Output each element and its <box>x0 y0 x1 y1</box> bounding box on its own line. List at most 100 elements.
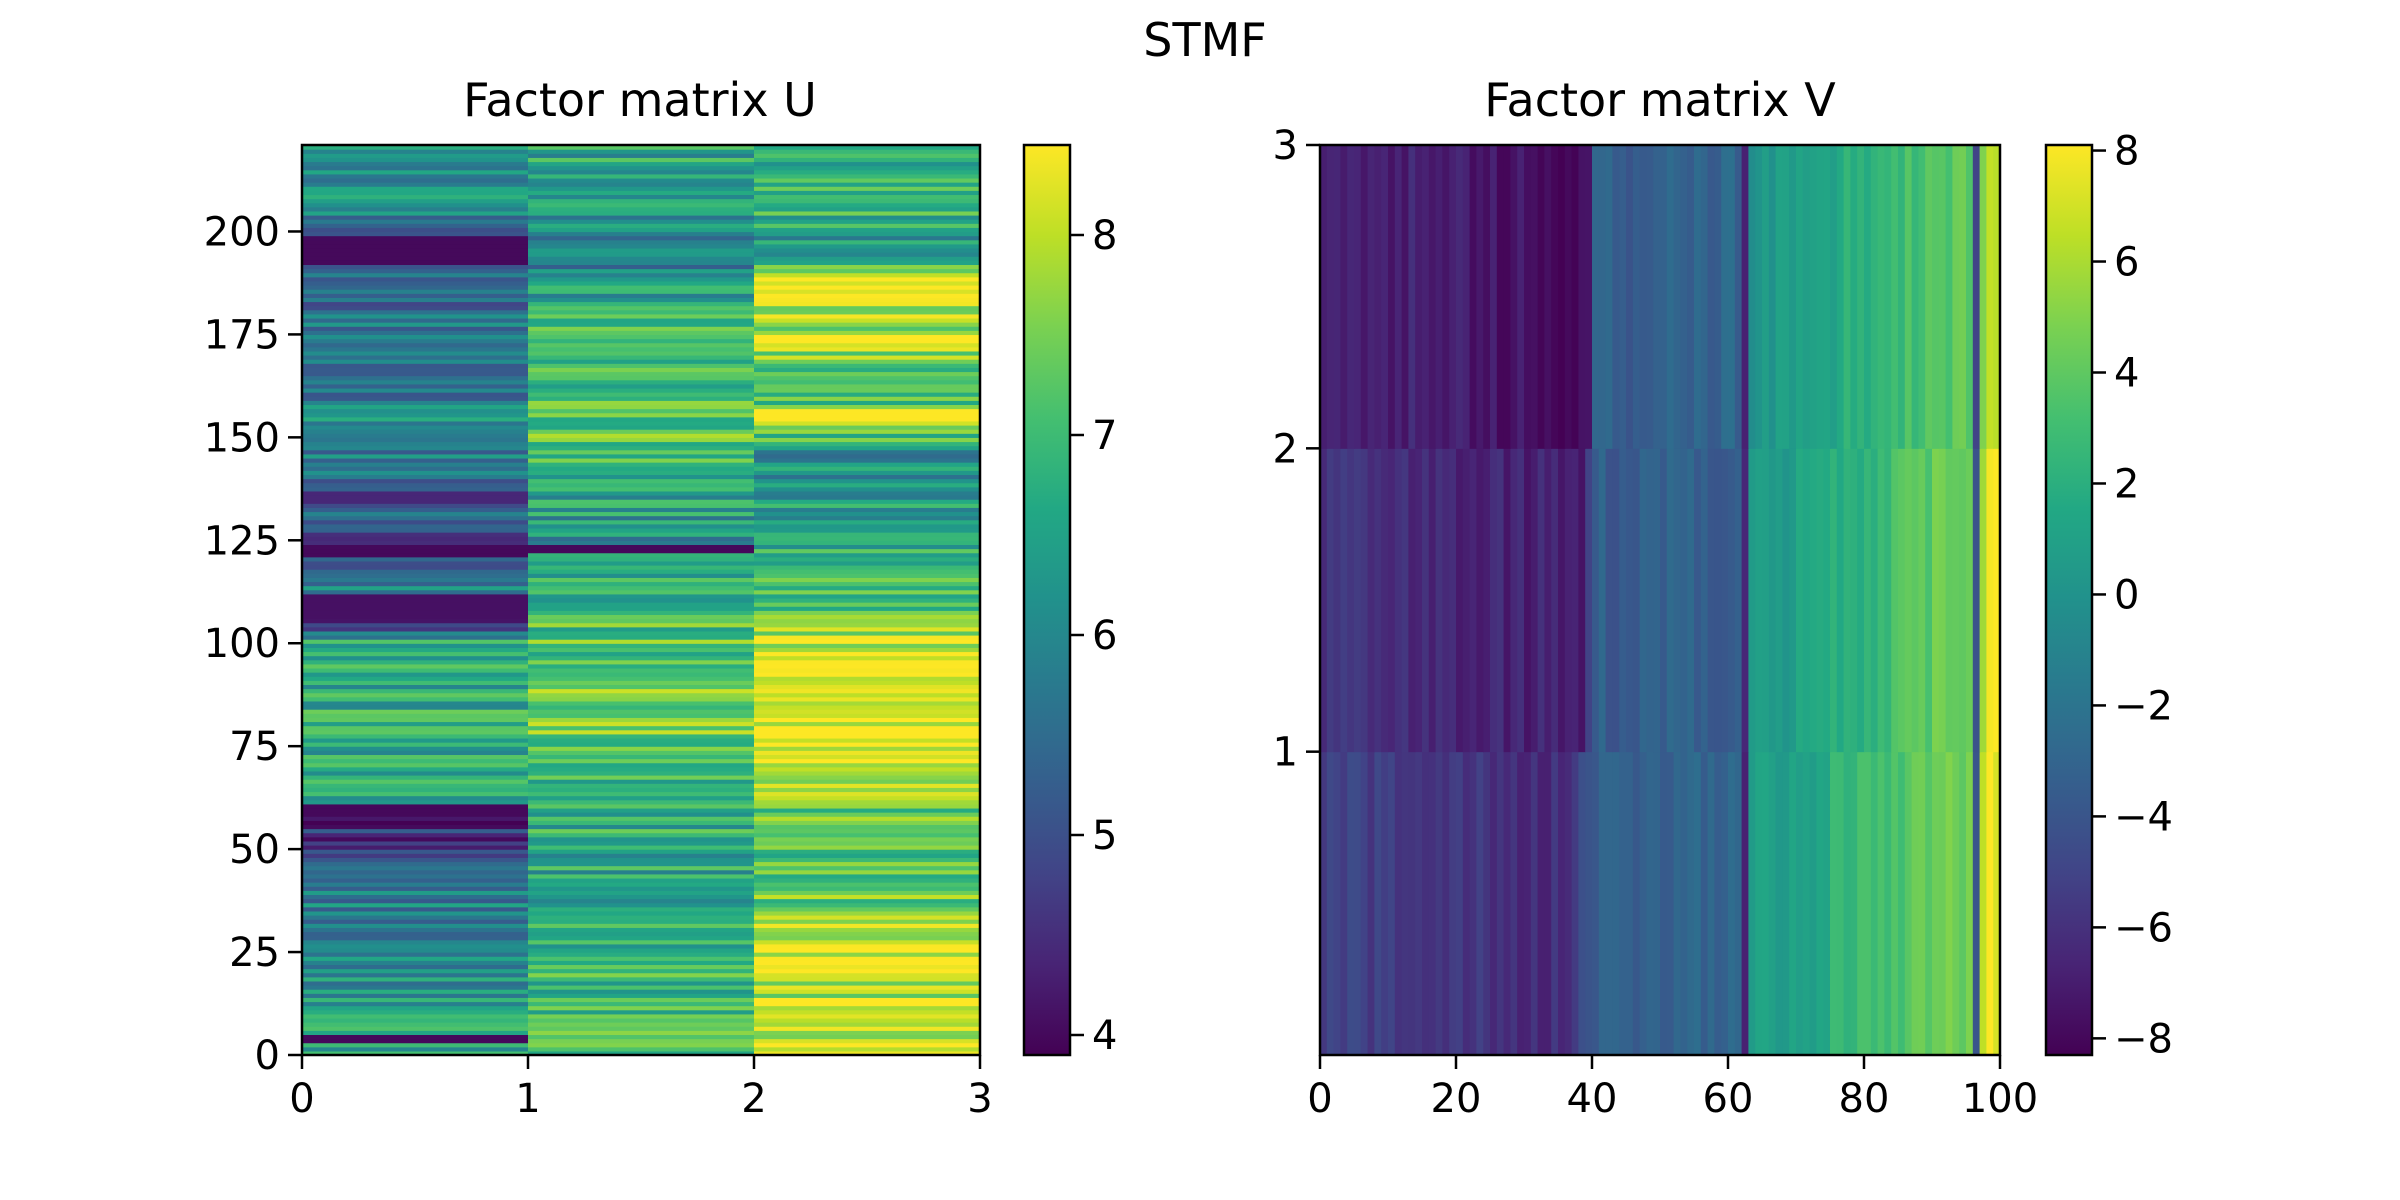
u-cell <box>754 816 981 821</box>
u-cell <box>528 330 755 336</box>
u-cell <box>754 392 981 397</box>
u-cell <box>302 223 529 228</box>
u-cell <box>302 803 529 809</box>
u-cell <box>302 247 529 253</box>
u-cell <box>302 622 529 628</box>
u-cell <box>754 709 981 714</box>
v-cell <box>1707 751 1715 1056</box>
u-cell <box>302 474 529 480</box>
u-cell <box>302 985 529 990</box>
u-cell <box>754 696 981 702</box>
u-cell <box>528 404 755 410</box>
v-cell <box>1490 448 1498 753</box>
v-cell <box>1326 145 1335 449</box>
v-cell <box>1857 751 1865 1056</box>
u-cell <box>754 165 981 171</box>
u-cell <box>302 573 529 578</box>
u-cell <box>302 400 529 406</box>
u-cell <box>754 639 981 644</box>
u-cell <box>754 359 981 364</box>
u-cell <box>302 161 529 167</box>
u-cell <box>754 206 981 212</box>
u-cell <box>528 272 755 278</box>
u-cell <box>302 931 529 937</box>
v-cell <box>1394 751 1403 1056</box>
u-cell <box>528 684 755 690</box>
v-cell <box>1932 751 1940 1056</box>
u-cell <box>754 552 981 558</box>
u-cell <box>528 886 755 891</box>
u-cell <box>528 1030 755 1036</box>
u-cell <box>528 807 755 813</box>
u-cell <box>754 289 981 294</box>
factor-matrix-u-frame <box>300 143 982 1057</box>
v-cell <box>1558 145 1566 449</box>
u-cell <box>302 383 529 389</box>
u-cell <box>754 993 981 998</box>
u-cell <box>528 758 755 764</box>
u-cell <box>528 869 755 875</box>
u-cell <box>528 519 755 525</box>
v-cell <box>1850 751 1858 1056</box>
u-cell <box>754 742 981 747</box>
u-cell <box>754 972 981 978</box>
u-cell <box>302 717 529 723</box>
factor-matrix-v-panel: Factor matrix V 0 20 40 60 80 100 123 −8−6−4−… <box>1273 73 2173 1122</box>
v-cell <box>1796 448 1804 753</box>
v-cell <box>1340 448 1348 753</box>
u-cell <box>302 947 529 953</box>
v-cell <box>1694 448 1702 753</box>
u-cell <box>528 915 755 920</box>
v-cell <box>1401 751 1409 1056</box>
v-cell <box>1626 448 1634 753</box>
u-y-tick-label: 50 <box>229 827 280 873</box>
v-cell <box>1891 751 1899 1056</box>
factor-matrix-v-frame <box>1318 143 2002 1057</box>
u-cell <box>754 297 981 303</box>
v-cell <box>1394 448 1403 753</box>
u-cell <box>528 503 755 508</box>
u-cell <box>302 869 529 875</box>
v-cell <box>1857 145 1865 449</box>
v-cell <box>1728 751 1736 1056</box>
u-cell <box>754 511 981 517</box>
v-cell <box>1326 751 1335 1056</box>
u-cell <box>528 993 755 998</box>
u-cell <box>302 960 529 966</box>
v-cell <box>1959 448 1967 753</box>
u-cell <box>754 425 981 430</box>
v-cell <box>1714 448 1722 753</box>
u-cell <box>754 985 981 990</box>
v-cell <box>1646 448 1654 753</box>
u-cell <box>754 412 981 418</box>
u-cell <box>528 433 755 438</box>
u-cell <box>302 1009 529 1015</box>
u-cell <box>302 272 529 278</box>
u-cell <box>528 688 755 694</box>
v-cell <box>1898 751 1906 1056</box>
u-cell <box>754 346 981 352</box>
v-cell <box>1340 145 1348 449</box>
u-cell <box>754 770 981 776</box>
u-cell <box>754 177 981 183</box>
u-cell <box>302 231 529 237</box>
u-cell <box>754 853 981 858</box>
u-cell <box>528 890 755 896</box>
u-cell <box>528 482 755 488</box>
u-cell <box>754 565 981 570</box>
u-cell <box>302 210 529 216</box>
v-colorbar-tick-label: 6 <box>2114 240 2139 286</box>
u-cell <box>754 828 981 834</box>
u-cell <box>754 330 981 336</box>
u-cell <box>528 474 755 480</box>
u-cell <box>302 342 529 348</box>
v-cell <box>1490 145 1498 449</box>
u-cell <box>754 215 981 220</box>
u-cell <box>528 820 755 826</box>
v-x-tick-label: 40 <box>1567 1076 1618 1122</box>
u-cell <box>754 898 981 904</box>
u-cell <box>528 770 755 776</box>
v-cell <box>1945 145 1953 449</box>
u-cell <box>528 560 755 566</box>
u-cell <box>754 812 981 817</box>
